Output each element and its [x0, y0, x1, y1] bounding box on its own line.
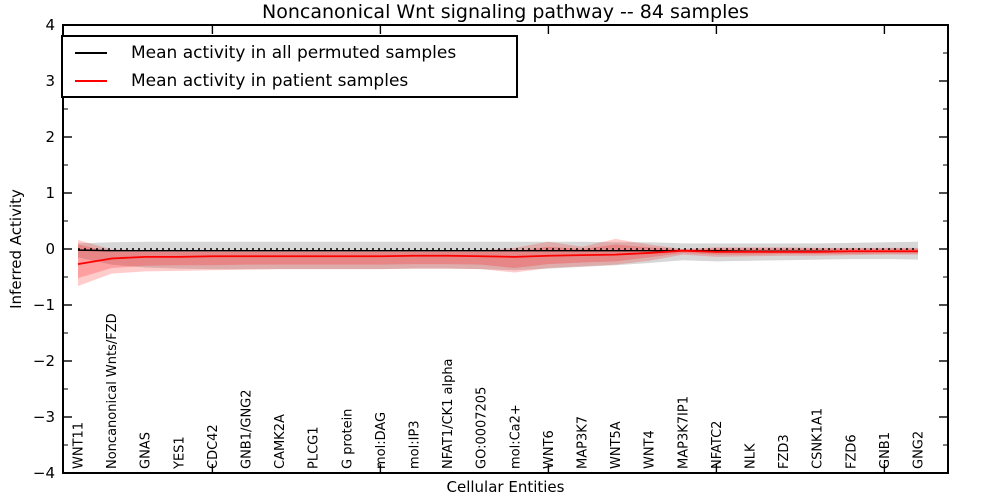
y-tick-label: 4	[45, 16, 55, 34]
axes-frame	[62, 24, 949, 474]
x-category-label: NFATC2	[710, 421, 725, 469]
x-category-label: WNT4	[643, 430, 658, 469]
x-category-label: WNT11	[72, 422, 87, 469]
x-category-label: GNG2	[912, 431, 927, 469]
legend-label-patient: Mean activity in patient samples	[131, 71, 409, 91]
permuted-line-swatch	[75, 52, 107, 54]
x-category-label: PLCG1	[307, 426, 322, 469]
x-category-label: YES1	[172, 436, 187, 470]
x-category-label: CSNK1A1	[811, 408, 826, 469]
y-tick-label: 2	[45, 128, 55, 146]
legend: Mean activity in all permuted samples Me…	[61, 35, 518, 98]
y-tick-label: 0	[45, 240, 55, 258]
x-category-label: mol:DAG	[374, 412, 389, 469]
legend-entry-patient: Mean activity in patient samples	[75, 67, 516, 95]
y-tick-label: 1	[45, 184, 55, 202]
band-patient-samples-range-inner	[78, 244, 918, 279]
x-category-label: mol:IP3	[408, 420, 423, 469]
x-category-label: GNB1	[878, 432, 893, 469]
x-category-label: MAP3K7	[576, 416, 591, 469]
x-category-label: NLK	[744, 443, 759, 469]
line-mean-activity-in-patient-samples	[77, 249, 918, 266]
x-category-label: WNT5A	[609, 421, 624, 469]
x-category-label: CAMK2A	[273, 414, 288, 469]
y-tick-label: −1	[33, 296, 55, 314]
x-category-label: CDC42	[206, 424, 221, 469]
x-axis-label: Cellular Entities	[446, 478, 565, 496]
x-category-label: GNB1/GNG2	[240, 389, 255, 469]
x-category-label: G protein	[340, 409, 355, 469]
x-category-label: WNT6	[542, 430, 557, 469]
y-tick-label: −2	[33, 352, 55, 370]
chart-title: Noncanonical Wnt signaling pathway -- 84…	[262, 1, 749, 23]
x-category-label: GNAS	[139, 432, 154, 469]
legend-entry-permuted: Mean activity in all permuted samples	[75, 39, 516, 67]
x-category-label: FZD6	[844, 434, 859, 469]
x-category-label: GO:0007205	[475, 387, 490, 469]
x-category-label: FZD3	[777, 434, 792, 469]
legend-label-permuted: Mean activity in all permuted samples	[131, 43, 457, 63]
x-category-label: MAP3K7IP1	[676, 396, 691, 469]
x-category-label: NFAT1/CK1 alpha	[441, 358, 456, 469]
y-tick-label: −3	[33, 408, 55, 426]
x-category-label: mol:Ca2+	[508, 404, 523, 469]
x-category-label: Noncanonical Wnts/FZD	[105, 313, 120, 469]
y-tick-label: 3	[45, 72, 55, 90]
patient-line-swatch	[75, 80, 107, 82]
y-tick-label: −4	[33, 464, 55, 482]
